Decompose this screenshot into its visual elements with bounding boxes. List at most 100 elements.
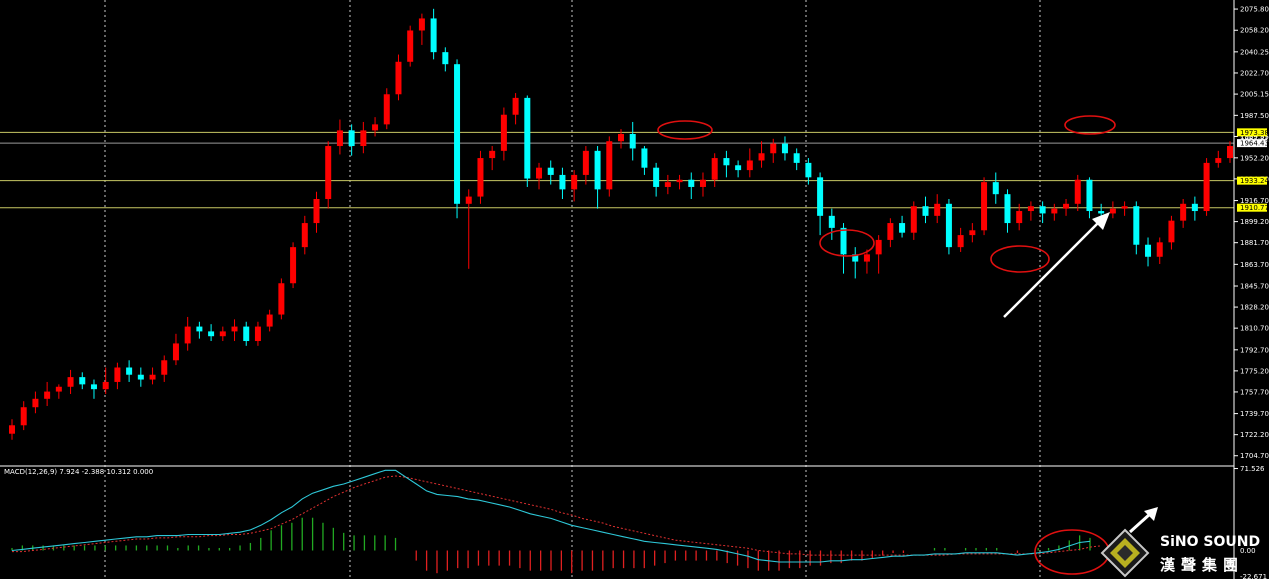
candle-body (1203, 162, 1210, 212)
candle-body (126, 367, 133, 375)
vertical-gridlines (104, 0, 1041, 579)
macd-panel: 71.526 0.00 -22.671 (11, 465, 1267, 579)
candle-body (102, 381, 109, 390)
candle-body (1051, 208, 1058, 214)
candle-body (828, 215, 835, 228)
candle-body (442, 52, 449, 65)
candle-body (184, 326, 191, 344)
candle-body (500, 114, 507, 151)
candle-body (32, 398, 39, 408)
price-tag-label: 1933.24 (1240, 177, 1269, 185)
candle-body (981, 182, 988, 231)
price-tick-label: 2005.15 (1240, 91, 1269, 99)
candle-body (477, 158, 484, 197)
price-tag-box (1237, 176, 1267, 185)
price-tick-label: 1810.70 (1240, 325, 1269, 333)
price-tag-box (1237, 139, 1267, 148)
candle-body (1016, 211, 1023, 224)
candle-body (372, 124, 379, 131)
candle-body (9, 425, 15, 434)
candle-body (629, 133, 636, 149)
candle-body (922, 206, 929, 216)
candle-body (395, 61, 402, 95)
candle-body (512, 97, 519, 115)
candle-body (465, 196, 472, 204)
candle-body (1074, 179, 1081, 204)
logo-brand-name: SiNO SOUND (1160, 534, 1260, 550)
annotations-layer (657, 115, 1116, 318)
candle-body (664, 182, 671, 187)
candle-body (407, 30, 414, 62)
candle-body (863, 254, 870, 262)
candle-body (454, 64, 461, 204)
candle-body (114, 367, 121, 382)
candle-body (840, 227, 847, 255)
logo-arrow-head (1144, 507, 1158, 521)
candle-body (290, 247, 297, 284)
candle-body (79, 377, 86, 385)
price-tick-label: 1969.95 (1240, 133, 1269, 141)
candle-body (243, 326, 250, 342)
candle-body (1145, 244, 1152, 257)
price-tick-label: 1916.70 (1240, 197, 1269, 205)
candle-body (711, 158, 718, 180)
price-tick-label: 1899.20 (1240, 218, 1269, 226)
candle-body (313, 198, 320, 224)
candle-body (746, 160, 753, 171)
candles-layer (9, 8, 1233, 440)
candle-body (805, 162, 812, 178)
candle-body (957, 235, 964, 248)
candle-body (618, 133, 624, 142)
candle-body (723, 158, 730, 166)
candle-body (559, 174, 566, 190)
price-tick-label: 1704.70 (1240, 452, 1269, 460)
candle-body (278, 283, 285, 315)
candle-body (1156, 242, 1163, 257)
candle-body (20, 407, 27, 426)
candle-body (1191, 203, 1198, 212)
trend-arrow-head (1092, 212, 1110, 230)
candle-body (360, 130, 367, 147)
candle-body (1086, 179, 1093, 212)
candle-body (172, 343, 179, 361)
candle-body (969, 230, 976, 236)
candle-body (1121, 206, 1128, 209)
candle-body (430, 18, 437, 53)
candle-body (336, 130, 343, 147)
candle-body (770, 143, 777, 154)
candle-body (899, 223, 906, 233)
candle-body (781, 143, 788, 154)
candle-body (489, 150, 496, 159)
candle-body (582, 150, 589, 175)
candle-body (254, 326, 261, 342)
candle-body (817, 177, 824, 216)
logo-arrow-shaft (1128, 512, 1152, 534)
price-tick-label: 2040.25 (1240, 48, 1269, 56)
candle-body (149, 374, 156, 380)
candle-body (1227, 146, 1233, 159)
candle-body (1180, 203, 1187, 221)
trend-arrow-shaft (1003, 220, 1101, 318)
candle-body (1215, 158, 1222, 163)
price-tick-label: 1775.20 (1240, 367, 1269, 375)
highlight-ellipse (657, 120, 713, 140)
candle-body (161, 360, 168, 375)
logo-brand-chinese: 漢聲集團 (1160, 556, 1244, 574)
candle-body (383, 94, 390, 125)
candle-body (852, 254, 859, 262)
candle-body (67, 377, 74, 387)
price-tag-label: 1964.43 (1240, 140, 1269, 148)
candle-body (1004, 194, 1011, 224)
candle-body (699, 179, 706, 187)
candle-body (219, 331, 226, 337)
candle-body (606, 141, 613, 190)
candle-body (934, 203, 941, 216)
sino-sound-logo: SiNO SOUND 漢聲集團 (1100, 507, 1260, 578)
price-tick-label: 1845.70 (1240, 283, 1269, 291)
candle-body (44, 391, 51, 399)
candle-body (1063, 203, 1070, 209)
candle-body (266, 314, 273, 327)
price-axis: 2075.80 2058.20 2040.25 2022.70 2005.15 1987.… (1234, 6, 1269, 460)
candle-body (536, 167, 543, 179)
